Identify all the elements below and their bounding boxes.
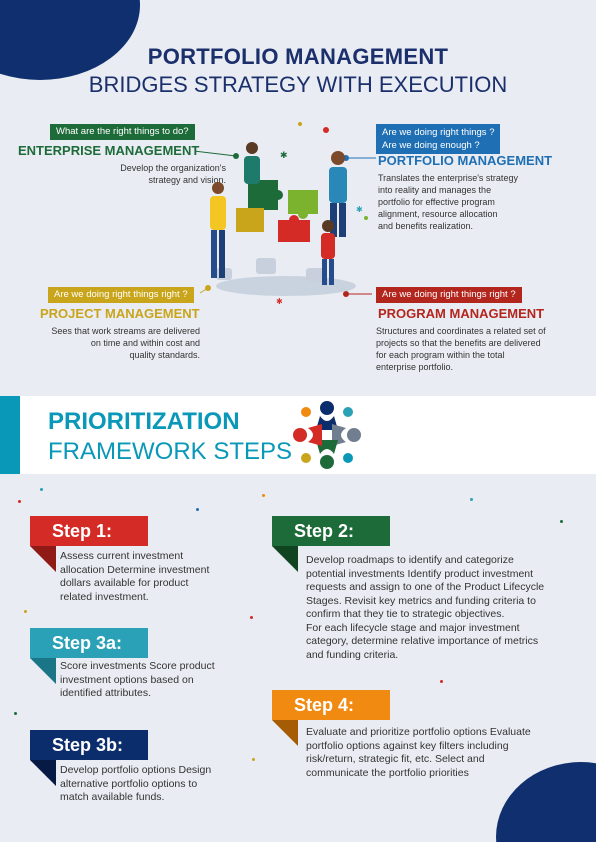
portfolio-desc-line: into reality and manages the — [378, 185, 492, 195]
step-1-badge: Step 1: — [30, 516, 148, 546]
step-1-line: related investment. — [60, 590, 149, 603]
project-desc-line: quality standards. — [129, 350, 200, 360]
confetti-dot — [24, 610, 27, 613]
framework-subtitle: FRAMEWORK STEPS — [48, 438, 293, 465]
program-question-tag: Are we doing right things right ? — [376, 287, 522, 303]
step-2-line: category, determine relative importance … — [306, 635, 539, 647]
step-4-line: portfolio options against key filters in… — [306, 739, 509, 752]
step-3a-line: identified attributes. — [60, 687, 152, 699]
step-4-line: communicate the portfolio priorities — [306, 766, 469, 779]
portfolio-desc-line: and benefits realization. — [378, 221, 474, 231]
program-desc-line: projects so that the benefits are delive… — [376, 338, 541, 348]
step-4-tail — [272, 720, 298, 746]
svg-text:✱: ✱ — [276, 297, 283, 304]
enterprise-desc-line: Develop the organization's — [120, 163, 226, 173]
step-3a-badge: Step 3a: — [30, 628, 148, 658]
page-title: PORTFOLIO MANAGEMENT — [147, 44, 449, 69]
confetti-dot — [440, 680, 443, 683]
confetti-dot — [252, 758, 255, 761]
program-desc-line: Structures and coordinates a related set… — [376, 326, 546, 336]
step-3b-line: alternative portfolio options to — [60, 777, 198, 790]
step-2-line: requests and assign to one of the Produc… — [306, 581, 545, 593]
enterprise-management-title: ENTERPRISE MANAGEMENT — [18, 143, 200, 158]
step-2-tail — [272, 546, 298, 572]
enterprise-desc-line: strategy and vision. — [148, 175, 226, 185]
step-2-text: Develop roadmaps to identify and categor… — [306, 554, 586, 662]
step-1-line: Assess current investment — [60, 550, 184, 562]
program-desc-line: enterprise portfolio. — [376, 362, 454, 372]
confetti-dot — [262, 494, 265, 497]
portfolio-management-title: PORTFOLIO MANAGEMENT — [378, 153, 553, 168]
portfolio-management-desc: Translates the enterprise's strategy int… — [378, 172, 578, 232]
project-desc-line: Sees that work streams are delivered — [51, 326, 200, 336]
step-2-line: confirm that they tie to strategic objec… — [306, 608, 505, 620]
portfolio-desc-line: portfolio for effective program — [378, 197, 495, 207]
confetti-dot — [560, 520, 563, 523]
teamwork-circle-icon — [293, 401, 361, 469]
portfolio-desc-line: alignment, resource allocation — [378, 209, 498, 219]
confetti-dot — [250, 616, 253, 619]
step-2-badge: Step 2: — [272, 516, 390, 546]
step-2-line: Develop roadmaps to identify and categor… — [306, 554, 514, 566]
team-puzzle-illustration: ✱ ✱ ✱ ✱ + — [196, 122, 376, 304]
step-3b-line: match available funds. — [60, 791, 165, 803]
confetti-dot — [470, 498, 473, 501]
step-3a-tail — [30, 658, 56, 684]
confetti-dot — [196, 508, 199, 511]
portfolio-question-line: Are we doing enough ? — [382, 140, 480, 151]
project-management-title: PROJECT MANAGEMENT — [40, 306, 200, 321]
svg-text:✱: ✱ — [280, 151, 288, 161]
step-3b-badge: Step 3b: — [30, 730, 148, 760]
step-3a-text: Score investments Score product investme… — [60, 660, 240, 701]
step-2-line: potential investments Identify product i… — [306, 567, 534, 580]
step-1-line: allocation Determine investment — [60, 563, 210, 576]
step-4-line: risk/return, strategic fit, etc. Select … — [306, 753, 485, 765]
step-1-tail — [30, 546, 56, 572]
page-subtitle: BRIDGES STRATEGY WITH EXECUTION — [88, 72, 508, 97]
step-3b-line: Develop portfolio options Design — [60, 764, 212, 776]
step-3a-line: Score investments Score product — [60, 660, 215, 672]
step-4-line: Evaluate and prioritize portfolio option… — [306, 726, 531, 738]
enterprise-question-tag: What are the right things to do? — [50, 124, 195, 140]
step-3b-text: Develop portfolio options Design alterna… — [60, 764, 240, 805]
portfolio-question-line: Are we doing right things ? — [382, 127, 495, 138]
enterprise-management-desc: Develop the organization's strategy and … — [40, 162, 226, 186]
confetti-dot — [14, 712, 17, 715]
portfolio-question-tag: Are we doing right things ? Are we doing… — [376, 124, 501, 154]
step-2-line: and funding criteria. — [306, 648, 399, 661]
portfolio-desc-line: Translates the enterprise's strategy — [378, 173, 518, 183]
step-4-badge: Step 4: — [272, 690, 390, 720]
confetti-dot — [18, 500, 21, 503]
project-management-desc: Sees that work streams are delivered on … — [20, 325, 200, 361]
program-management-desc: Structures and coordinates a related set… — [376, 325, 586, 373]
project-desc-line: on time and within cost and — [90, 338, 200, 348]
project-question-tag: Are we doing right things right ? — [48, 287, 194, 303]
step-2-line: Stages. Revisit key metrics and funding … — [306, 594, 536, 607]
step-2-line: For each lifecycle stage and major inves… — [306, 621, 520, 634]
program-management-title: PROGRAM MANAGEMENT — [378, 306, 545, 321]
step-3b-tail — [30, 760, 56, 786]
program-desc-line: for each program within the total — [376, 350, 505, 360]
step-4-text: Evaluate and prioritize portfolio option… — [306, 726, 576, 780]
step-1-line: dollars available for product — [60, 577, 189, 589]
framework-title: PRIORITIZATION — [48, 408, 240, 435]
confetti-dot — [40, 488, 43, 491]
step-1-text: Assess current investment allocation Det… — [60, 550, 240, 604]
svg-text:✱: ✱ — [356, 205, 363, 214]
step-3a-line: investment options based on — [60, 673, 194, 686]
